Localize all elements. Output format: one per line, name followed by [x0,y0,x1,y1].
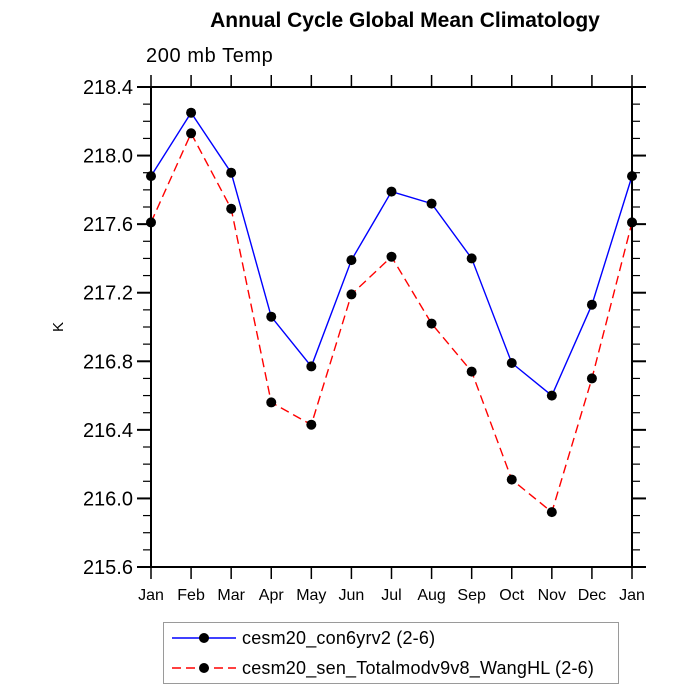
x-tick-label: Apr [259,587,285,604]
data-point [306,361,317,372]
data-point [266,397,277,408]
x-tick-label: Mar [217,587,245,604]
y-tick-label: 215.6 [83,557,133,579]
data-point [466,253,477,264]
y-tick-label: 217.6 [83,214,133,236]
data-point [346,289,357,300]
data-point [466,366,477,377]
x-tick-label: Dec [578,587,606,604]
data-point [426,198,437,209]
x-tick-label: Jun [339,587,365,604]
data-point [186,128,197,139]
y-tick-label: 216.0 [83,488,133,510]
legend: cesm20_con6yrv2 (2-6) cesm20_sen_Totalmo… [163,622,619,684]
legend-entry: cesm20_sen_Totalmodv9v8_WangHL (2-6) [164,653,618,683]
data-point [627,217,637,228]
x-tick-label: Jul [381,587,401,604]
x-tick-label: Jan [619,587,645,604]
y-tick-label: 216.4 [83,420,133,442]
legend-dashed-line-icon [172,663,236,673]
x-tick-label: Jan [138,587,164,604]
legend-solid-line-icon [172,633,236,643]
data-point [546,390,557,401]
x-tick-label: Oct [499,587,524,604]
legend-marker-icon [199,633,209,643]
data-point [306,419,317,430]
legend-marker-icon [199,663,209,673]
y-tick-label: 217.2 [83,283,133,305]
data-point [386,251,397,262]
y-tick-label: 216.8 [83,351,133,373]
data-point [226,167,237,178]
data-point [146,217,156,228]
data-point [426,318,437,329]
data-point [146,171,156,182]
data-point [627,171,637,182]
plot-box [150,86,633,568]
y-tick-label: 218.0 [83,146,133,168]
data-point [386,186,397,197]
legend-entry: cesm20_con6yrv2 (2-6) [164,623,618,653]
x-tick-label: May [296,587,326,604]
data-point [586,373,597,384]
x-tick-label: Aug [417,587,445,604]
x-tick-label: Sep [457,587,486,604]
data-point [186,107,197,118]
data-point [266,311,277,322]
y-tick-label: 218.4 [83,77,133,99]
y-axis-label: K [50,322,67,332]
x-tick-label: Feb [177,587,205,604]
chart-title: Annual Cycle Global Mean Climatology [210,9,600,32]
data-point [586,299,597,310]
data-point [346,255,357,266]
legend-label: cesm20_sen_Totalmodv9v8_WangHL (2-6) [242,657,595,678]
data-point [506,474,517,485]
data-point [226,203,237,214]
data-point [506,358,517,368]
legend-label: cesm20_con6yrv2 (2-6) [242,627,436,648]
chart-subtitle: 200 mb Temp [146,45,274,67]
x-tick-label: Nov [538,587,566,604]
data-point [546,507,557,518]
